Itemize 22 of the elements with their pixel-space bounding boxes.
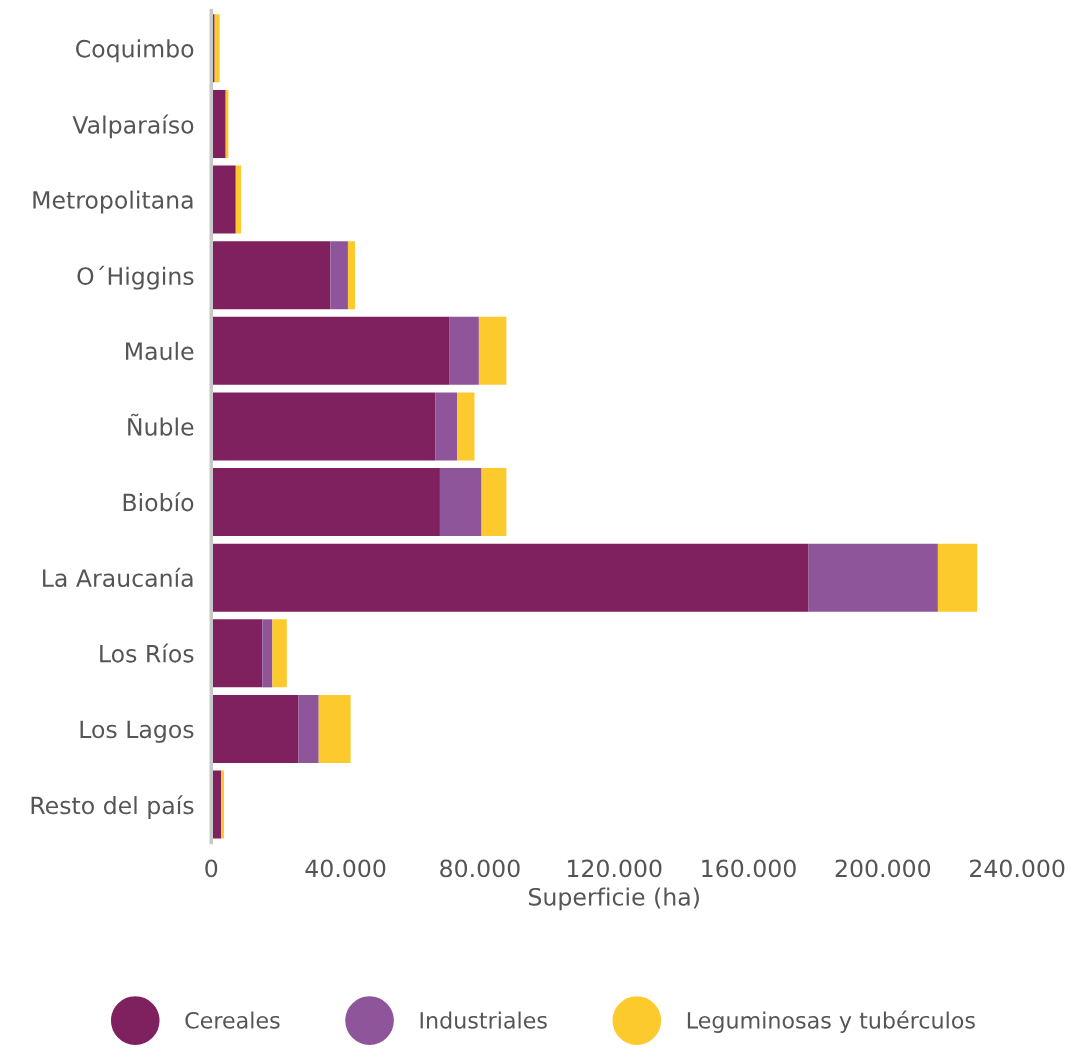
- y-tick-label: Maule: [126, 341, 194, 361]
- legend-label: Cereales: [185, 1011, 280, 1029]
- y-tick-label: Coquimbo: [76, 39, 194, 63]
- x-tick-label: 120.000: [567, 859, 662, 878]
- y-tick-label: O´Higgins: [77, 265, 194, 290]
- x-tick-label: 200.000: [835, 859, 931, 878]
- x-tick-label: 240.000: [970, 859, 1065, 878]
- x-tick-label: 80.000: [440, 859, 520, 878]
- x-tick-label: 0: [205, 859, 218, 878]
- y-tick-label: Los Lagos: [80, 720, 194, 743]
- x-axis-title: Superficie (ha): [529, 887, 699, 911]
- y-tick-label: Los Ríos: [100, 643, 194, 663]
- y-tick-label: Biobío: [123, 492, 194, 512]
- legend-label: Industriales: [420, 1011, 547, 1029]
- y-tick-label: Resto del país: [31, 795, 194, 819]
- x-tick-label: 160.000: [702, 859, 796, 878]
- x-tick-label: 40.000: [305, 859, 386, 878]
- y-tick-label: Valparaíso: [72, 114, 194, 139]
- y-tick-label: Ñuble: [128, 413, 194, 436]
- y-tick-label: La Araucanía: [43, 567, 193, 588]
- y-tick-label: Metropolitana: [33, 190, 193, 214]
- legend-label: Leguminosas y tubérculos: [687, 1010, 975, 1033]
